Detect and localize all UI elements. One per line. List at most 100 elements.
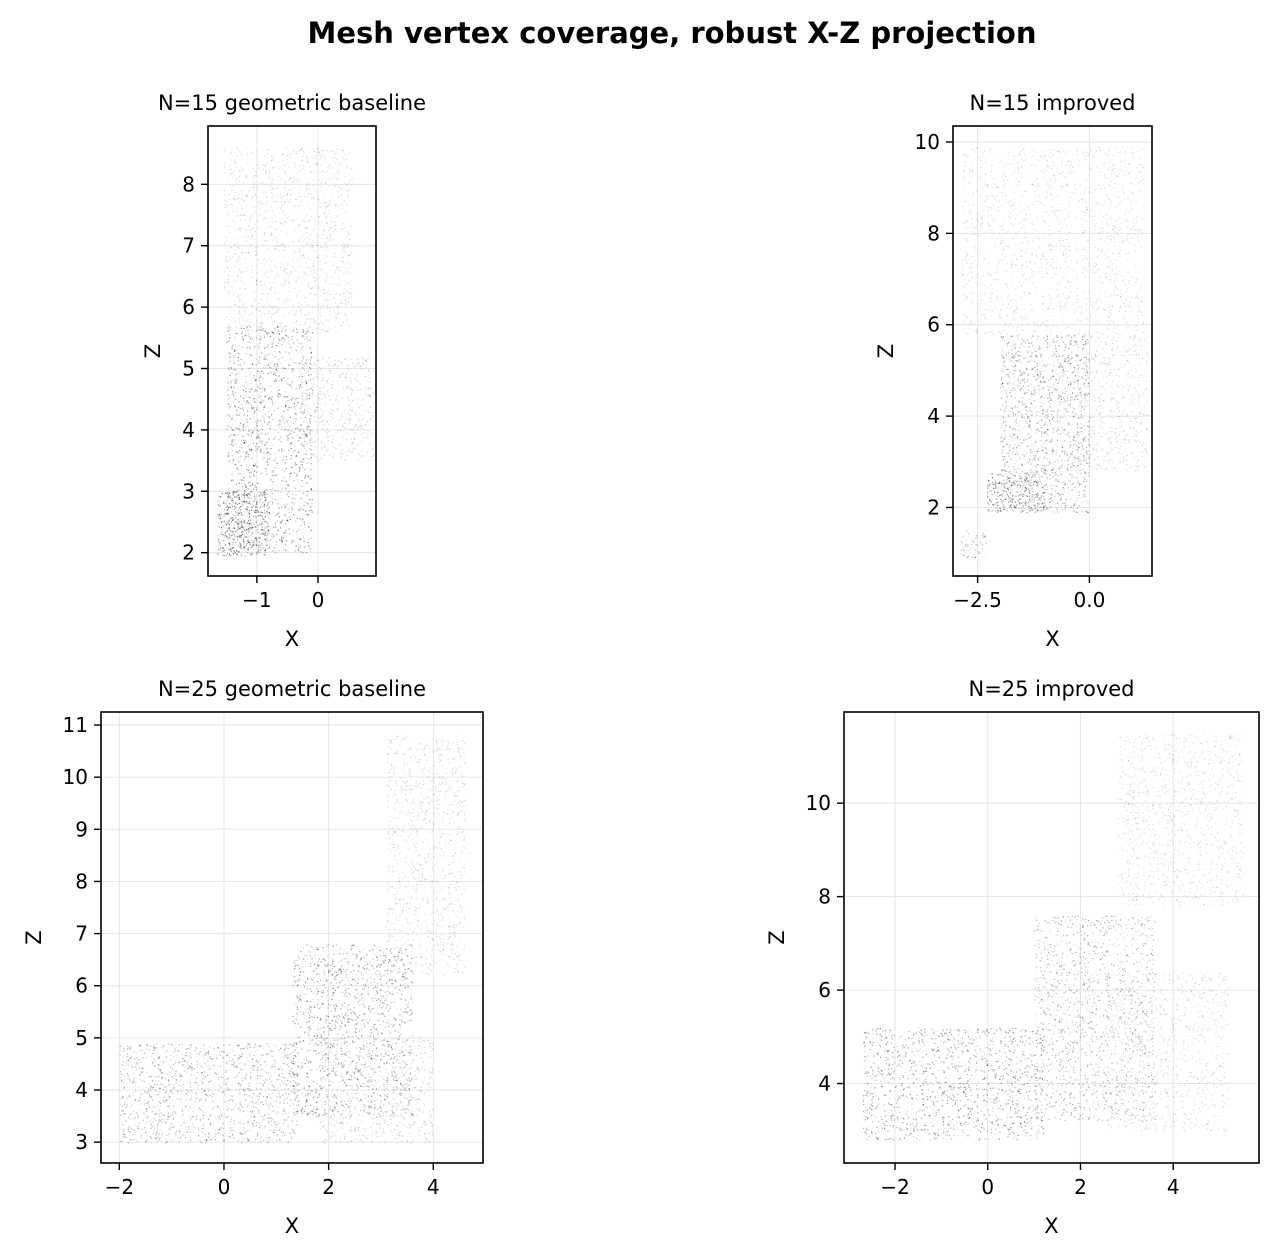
data-point — [1076, 279, 1078, 281]
data-point — [1031, 164, 1033, 166]
data-point — [981, 218, 983, 220]
data-point — [263, 491, 265, 493]
data-point — [315, 400, 317, 402]
data-point — [1119, 151, 1121, 153]
data-point — [242, 424, 245, 426]
data-point — [1118, 252, 1120, 254]
data-point — [369, 394, 371, 396]
data-point — [255, 521, 257, 523]
data-point — [1057, 284, 1059, 286]
data-point — [306, 231, 308, 234]
data-point — [307, 425, 309, 427]
data-point — [1075, 301, 1077, 303]
data-point — [283, 449, 285, 451]
data-point — [264, 232, 266, 234]
data-point — [261, 352, 263, 354]
data-point — [1111, 252, 1114, 255]
data-point — [239, 528, 241, 530]
data-point — [295, 413, 297, 415]
data-point — [305, 262, 307, 264]
data-point — [228, 414, 230, 416]
data-point — [1046, 197, 1048, 199]
data-point — [303, 467, 305, 470]
data-point — [251, 539, 253, 541]
data-point — [268, 458, 270, 460]
data-point — [1067, 326, 1069, 328]
data-point — [307, 330, 309, 332]
data-point — [298, 276, 300, 278]
data-point — [337, 266, 339, 268]
data-point — [233, 434, 235, 436]
data-point — [299, 518, 301, 520]
data-point — [269, 539, 271, 541]
data-point — [271, 197, 273, 199]
data-point — [276, 462, 278, 465]
data-point — [239, 545, 241, 548]
data-point — [288, 178, 290, 180]
data-point — [1123, 174, 1125, 176]
data-point — [253, 464, 255, 466]
data-point — [253, 540, 255, 542]
data-point — [233, 429, 235, 431]
data-point — [1087, 239, 1089, 241]
data-point — [269, 428, 271, 430]
data-point — [274, 248, 276, 250]
data-point — [273, 281, 275, 284]
data-point — [227, 496, 229, 498]
data-point — [246, 542, 248, 544]
data-point — [302, 335, 304, 337]
data-point — [245, 523, 247, 525]
data-point — [310, 509, 312, 511]
data-point — [1053, 246, 1055, 248]
data-point — [347, 364, 349, 367]
data-point — [1037, 369, 1039, 371]
data-point — [239, 431, 241, 433]
data-point — [969, 227, 971, 229]
data-point — [276, 468, 278, 470]
data-point — [1022, 195, 1024, 197]
data-point — [1067, 297, 1069, 299]
data-point — [275, 327, 277, 329]
data-point — [299, 417, 301, 419]
data-point — [1141, 167, 1143, 169]
data-point — [983, 314, 985, 316]
data-point — [236, 237, 238, 239]
data-point — [331, 435, 333, 437]
data-point — [249, 391, 251, 393]
data-point — [350, 296, 352, 299]
data-point — [264, 532, 266, 534]
data-point — [276, 241, 279, 243]
data-point — [971, 149, 973, 151]
data-point — [1025, 318, 1027, 320]
data-point — [329, 314, 331, 316]
data-point — [251, 363, 254, 365]
data-point — [323, 386, 325, 388]
data-point — [257, 496, 259, 498]
data-point — [349, 423, 351, 425]
data-point — [227, 279, 229, 281]
data-point — [991, 331, 993, 333]
data-point — [303, 240, 305, 243]
data-point — [1023, 318, 1025, 320]
data-point — [256, 279, 258, 282]
data-point — [306, 441, 308, 443]
data-point — [305, 385, 307, 387]
data-point — [245, 525, 247, 528]
data-point — [1008, 211, 1010, 213]
data-point — [234, 369, 236, 371]
data-point — [258, 259, 260, 261]
data-point — [280, 178, 282, 180]
data-point — [330, 408, 332, 410]
data-point — [326, 305, 328, 307]
data-point — [310, 193, 312, 195]
data-point — [272, 355, 274, 357]
data-point — [263, 388, 266, 390]
data-point — [236, 199, 238, 201]
data-point — [229, 329, 231, 331]
data-point — [1096, 301, 1098, 303]
data-point — [268, 512, 270, 514]
data-point — [246, 433, 248, 435]
data-point — [234, 405, 236, 407]
data-point — [1011, 200, 1013, 203]
data-point — [970, 320, 972, 322]
